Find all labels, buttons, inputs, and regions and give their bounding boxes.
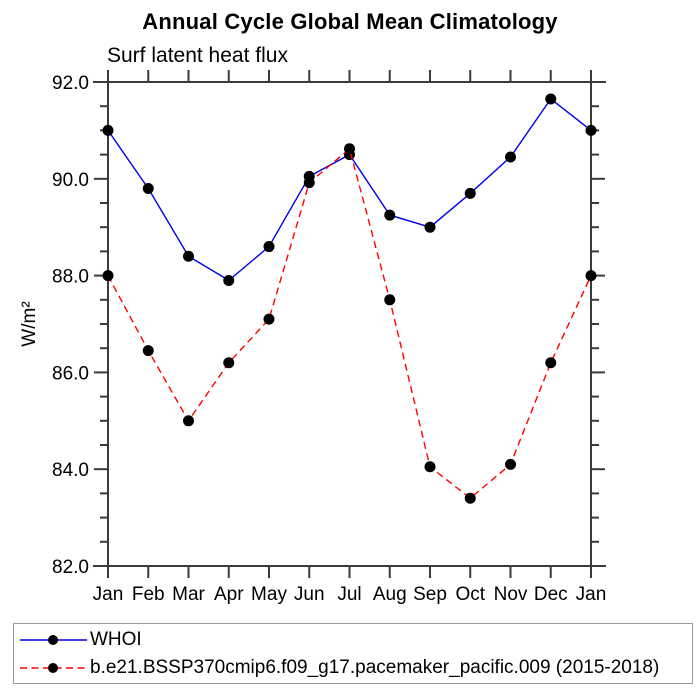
x-tick-label: Feb [132,584,165,605]
x-tick-label: Oct [455,584,485,605]
x-tick-label: Sep [413,584,447,605]
data-point-marker [183,415,194,427]
data-point-marker [142,345,154,357]
plot-svg: Jan Feb Mar Apr May Jun Jul Aug Sep Oct Nov Dec Jan8… [19,70,607,605]
data-point-marker [223,274,235,286]
data-point-marker [545,93,557,105]
legend-sample-marker [48,662,58,673]
x-tick-label: Jan [576,584,607,605]
data-point-marker [263,313,275,325]
series-pacemaker [102,143,597,504]
x-tick-label: May [251,584,287,605]
legend-box: WHOI b.e21.BSSP370cmip6.f09_g17.pacemake… [13,623,693,684]
legend-line-sample-dashed [20,662,87,673]
legend-item-whoi: WHOI [14,626,692,654]
data-point-marker [102,124,114,136]
y-axis-ticks: 82.0 84.0 86.0 88.0 90.0 92.0 [52,73,605,578]
series-line [107,97,592,282]
y-tick-label: 84.0 [52,460,89,481]
data-point-marker [102,270,114,282]
x-tick-label: Jan [93,584,124,605]
x-tick-label: Mar [172,584,205,605]
legend-label-whoi: WHOI [90,629,142,650]
data-point-marker [303,177,315,189]
x-tick-label: Aug [373,584,407,605]
data-point-marker [464,187,476,199]
data-point-marker [545,357,557,369]
y-tick-label: 92.0 [52,73,89,94]
data-point-marker [585,270,597,282]
legend-line-sample-solid [20,634,87,645]
data-point-marker [424,461,436,473]
data-point-marker [384,209,396,221]
y-tick-label: 90.0 [52,170,89,191]
legend-sample-marker [48,634,58,645]
data-point-marker [142,182,154,194]
data-point-marker [505,458,516,470]
series-line [107,147,592,500]
y-tick-label: 82.0 [52,557,89,578]
data-point-marker [424,221,436,233]
x-tick-label: Jul [337,584,361,605]
chart-subtitle: Surf latent heat flux [107,44,288,67]
data-point-marker [384,294,396,306]
y-tick-label: 86.0 [52,363,89,384]
chart-title: Annual Cycle Global Mean Climatology [142,9,558,34]
x-tick-label: Nov [494,584,528,605]
legend-label-pacemaker: b.e21.BSSP370cmip6.f09_g17.pacemaker_pac… [90,657,660,678]
y-tick-label: 88.0 [52,267,89,288]
data-point-marker [223,357,235,369]
data-point-marker [344,143,355,155]
data-point-marker [263,241,275,253]
x-axis-ticks: Jan Feb Mar Apr May Jun Jul Aug Sep Oct Nov Dec Jan [93,70,607,605]
data-point-marker [464,492,476,504]
data-point-marker [183,250,194,262]
data-point-marker [585,124,597,136]
x-tick-label: Jun [294,584,325,605]
series-whoi [102,93,597,286]
y-axis-title: W/m² [19,301,40,346]
data-point-marker [505,151,516,163]
legend-item-pacemaker: b.e21.BSSP370cmip6.f09_g17.pacemaker_pac… [14,654,692,682]
x-tick-label: Dec [534,584,568,605]
x-tick-label: Apr [214,584,244,605]
